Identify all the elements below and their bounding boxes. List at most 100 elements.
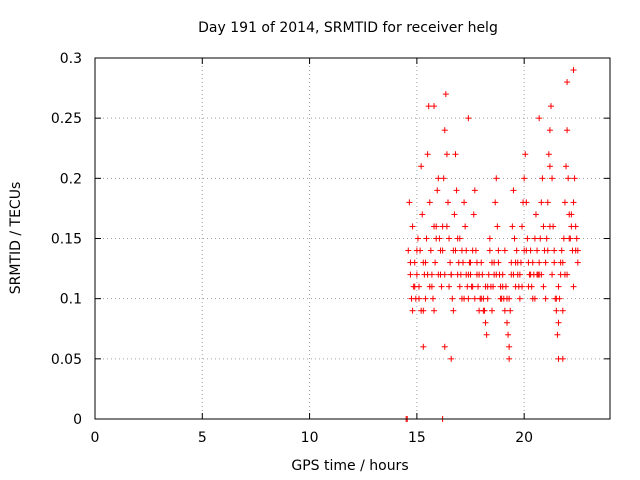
data-point [422, 295, 429, 302]
data-point [538, 271, 545, 278]
data-point [456, 235, 463, 242]
data-point [572, 247, 579, 254]
data-point [469, 283, 476, 290]
data-point [510, 271, 517, 278]
y-tick-label: 0 [73, 412, 82, 428]
y-tick-label: 0.2 [60, 171, 82, 187]
data-point [470, 211, 477, 218]
data-point [413, 271, 420, 278]
data-point [473, 259, 480, 266]
data-point [405, 247, 412, 254]
x-axis-label: GPS time / hours [291, 458, 408, 474]
data-point [524, 235, 531, 242]
data-point [451, 211, 458, 218]
data-point [512, 283, 519, 290]
data-point [446, 235, 453, 242]
data-point [438, 283, 445, 290]
data-point [558, 247, 565, 254]
data-point [418, 307, 425, 314]
data-point [561, 199, 568, 206]
data-point [546, 127, 553, 134]
data-point [523, 199, 530, 206]
data-point [414, 235, 421, 242]
data-point [432, 259, 439, 266]
y-axis-label: SRMTID / TECUs [8, 182, 24, 295]
data-point [465, 115, 472, 122]
data-point [478, 295, 485, 302]
data-point [429, 295, 436, 302]
data-point [554, 331, 561, 338]
data-point [570, 283, 577, 290]
data-point [492, 199, 499, 206]
data-point [521, 175, 528, 182]
x-tick-label: 10 [301, 430, 319, 446]
data-point [508, 259, 515, 266]
x-tick-label: 20 [515, 430, 533, 446]
data-point [420, 343, 427, 350]
data-point [553, 307, 560, 314]
data-point [452, 247, 459, 254]
data-point [546, 163, 553, 170]
data-point [491, 271, 498, 278]
data-point [519, 283, 526, 290]
data-point [449, 295, 456, 302]
data-point [509, 223, 516, 230]
data-point [565, 175, 572, 182]
data-point [460, 259, 467, 266]
data-point [532, 211, 539, 218]
data-point [454, 271, 461, 278]
data-point [444, 199, 451, 206]
data-point [522, 151, 529, 158]
data-point [462, 223, 469, 230]
data-point [546, 223, 553, 230]
data-point [431, 307, 438, 314]
data-point [442, 91, 449, 98]
x-tick-label: 15 [408, 430, 426, 446]
data-point [499, 283, 506, 290]
y-tick-label: 0.05 [51, 352, 82, 368]
data-point [461, 295, 468, 302]
data-point [542, 295, 549, 302]
data-point [551, 259, 558, 266]
data-point [537, 235, 544, 242]
data-point [423, 235, 430, 242]
data-point [570, 199, 577, 206]
data-point [573, 235, 580, 242]
data-point [501, 247, 508, 254]
data-point [427, 247, 434, 254]
data-point [495, 247, 502, 254]
data-point [555, 319, 562, 326]
data-point [564, 127, 571, 134]
data-point [540, 223, 547, 230]
data-points [403, 67, 581, 422]
data-point [431, 103, 438, 110]
data-point [510, 187, 517, 194]
data-point [482, 283, 489, 290]
data-point [486, 235, 493, 242]
data-point [570, 67, 577, 74]
data-point [480, 307, 487, 314]
data-point [433, 235, 440, 242]
data-point [536, 115, 543, 122]
data-point [516, 295, 523, 302]
data-point [553, 295, 560, 302]
data-point [435, 271, 442, 278]
data-point [485, 271, 492, 278]
data-point [539, 175, 546, 182]
data-point [495, 259, 502, 266]
data-point [416, 295, 423, 302]
axis-ticks: 0 5 10 15 20 0 0.05 0.1 0.15 0.2 0.25 0.3 [51, 51, 610, 446]
x-tick-label: 0 [91, 430, 100, 446]
data-point [557, 259, 564, 266]
data-point [505, 331, 512, 338]
data-point [406, 199, 413, 206]
data-point [467, 259, 474, 266]
data-point [456, 283, 463, 290]
data-point [411, 283, 418, 290]
data-point [525, 283, 532, 290]
data-point [542, 259, 549, 266]
y-tick-label: 0.15 [51, 232, 82, 248]
data-point [551, 247, 558, 254]
data-point [441, 271, 448, 278]
